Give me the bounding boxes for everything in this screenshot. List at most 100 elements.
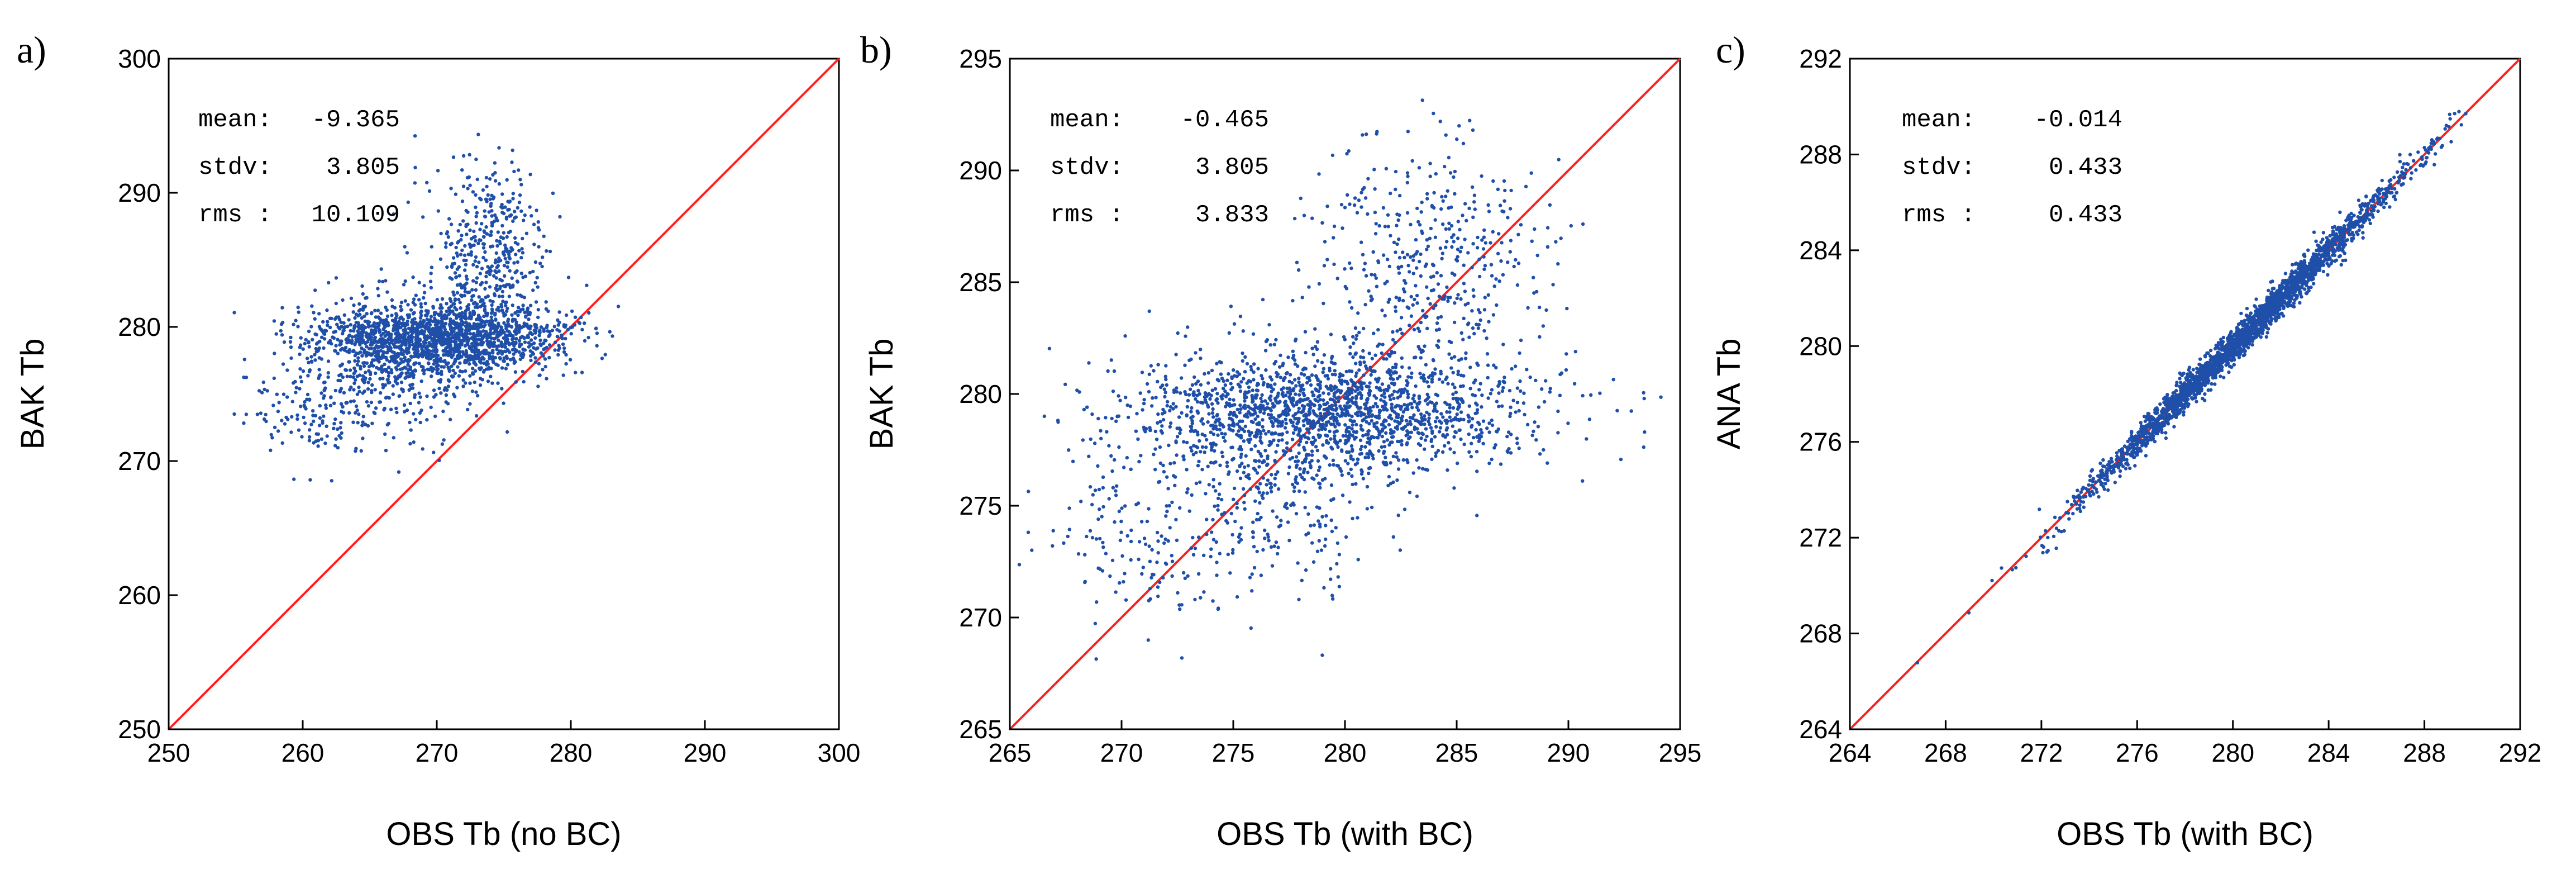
data-point <box>469 237 474 241</box>
data-point <box>1385 258 1390 262</box>
data-point <box>503 243 507 247</box>
data-point <box>401 390 405 393</box>
data-point <box>475 265 479 269</box>
data-point <box>1365 398 1369 402</box>
data-point <box>1389 428 1393 432</box>
data-point <box>1261 418 1265 422</box>
data-point <box>500 202 504 207</box>
data-point <box>516 313 520 317</box>
data-point <box>455 332 459 337</box>
data-point <box>445 302 449 306</box>
data-point <box>1190 421 1194 425</box>
stats-box: mean: -9.365 stdv: 3.805 rms : 10.109 <box>198 106 400 229</box>
data-point <box>457 353 462 357</box>
data-point <box>1163 374 1167 378</box>
data-point <box>1270 416 1273 420</box>
data-point <box>1338 372 1342 376</box>
data-point <box>493 313 497 317</box>
data-point <box>1239 380 1243 384</box>
data-point <box>1343 441 1347 445</box>
data-point <box>421 215 425 219</box>
data-point <box>522 379 526 384</box>
data-point <box>1407 306 1411 310</box>
data-point <box>376 287 380 291</box>
data-point <box>1390 440 1394 444</box>
data-point <box>305 357 309 360</box>
data-point <box>1354 412 1358 416</box>
data-point <box>1279 353 1282 358</box>
data-point <box>1482 329 1486 333</box>
data-point <box>521 251 525 255</box>
data-point <box>385 308 389 312</box>
data-point <box>1242 501 1246 505</box>
data-point <box>1380 308 1384 312</box>
data-point <box>1318 398 1323 402</box>
data-point <box>1611 378 1615 382</box>
data-point <box>333 388 337 393</box>
data-point <box>1199 357 1203 360</box>
data-point <box>1252 362 1256 366</box>
data-point <box>335 322 339 326</box>
data-point <box>561 373 565 377</box>
data-point <box>1404 434 1408 438</box>
data-point <box>513 270 517 274</box>
data-point <box>451 353 455 357</box>
data-point <box>1448 171 1453 175</box>
data-point <box>532 341 536 345</box>
data-point <box>1532 276 1535 279</box>
data-point <box>296 305 300 310</box>
data-point <box>1425 197 1429 201</box>
data-point <box>490 319 494 322</box>
data-point <box>1351 423 1354 427</box>
data-point <box>1334 386 1338 390</box>
data-point <box>1232 398 1235 402</box>
data-point <box>1459 437 1463 441</box>
data-point <box>480 335 484 340</box>
data-point <box>457 297 461 302</box>
data-point <box>365 400 369 404</box>
data-point <box>1190 449 1194 453</box>
data-point <box>455 267 459 271</box>
data-point <box>557 320 561 325</box>
data-point <box>507 283 511 287</box>
data-point <box>1363 455 1367 459</box>
data-point <box>410 326 414 331</box>
data-point <box>313 332 317 336</box>
data-point <box>364 331 369 335</box>
data-point <box>1418 443 1423 447</box>
data-point <box>1285 370 1289 375</box>
data-point <box>1316 459 1320 463</box>
data-point <box>1260 393 1264 397</box>
data-point <box>1273 359 1278 364</box>
data-point <box>325 424 328 428</box>
data-point <box>1534 378 1538 382</box>
data-point <box>488 299 492 303</box>
data-point <box>1522 391 1526 395</box>
data-point <box>366 424 370 428</box>
data-point <box>1433 435 1437 439</box>
data-point <box>1110 416 1114 421</box>
data-point <box>463 244 467 248</box>
data-point <box>1467 420 1471 424</box>
data-point <box>1459 297 1463 301</box>
data-point <box>1279 413 1282 417</box>
data-point <box>1373 402 1377 406</box>
data-point <box>1287 465 1291 469</box>
data-point <box>1329 388 1333 392</box>
data-point <box>1389 191 1392 196</box>
data-point <box>1128 404 1133 408</box>
data-point <box>1372 435 1376 440</box>
data-point <box>1126 415 1130 420</box>
data-point <box>1318 386 1322 390</box>
data-point <box>1191 553 1196 557</box>
data-point <box>1346 401 1349 405</box>
data-point <box>1374 276 1378 280</box>
data-point <box>543 364 547 369</box>
data-point <box>511 219 515 223</box>
data-point <box>1410 371 1414 375</box>
data-point <box>1462 442 1466 446</box>
data-point <box>479 341 483 345</box>
data-point <box>508 229 512 234</box>
data-point <box>1315 347 1319 352</box>
data-point <box>1167 443 1171 448</box>
